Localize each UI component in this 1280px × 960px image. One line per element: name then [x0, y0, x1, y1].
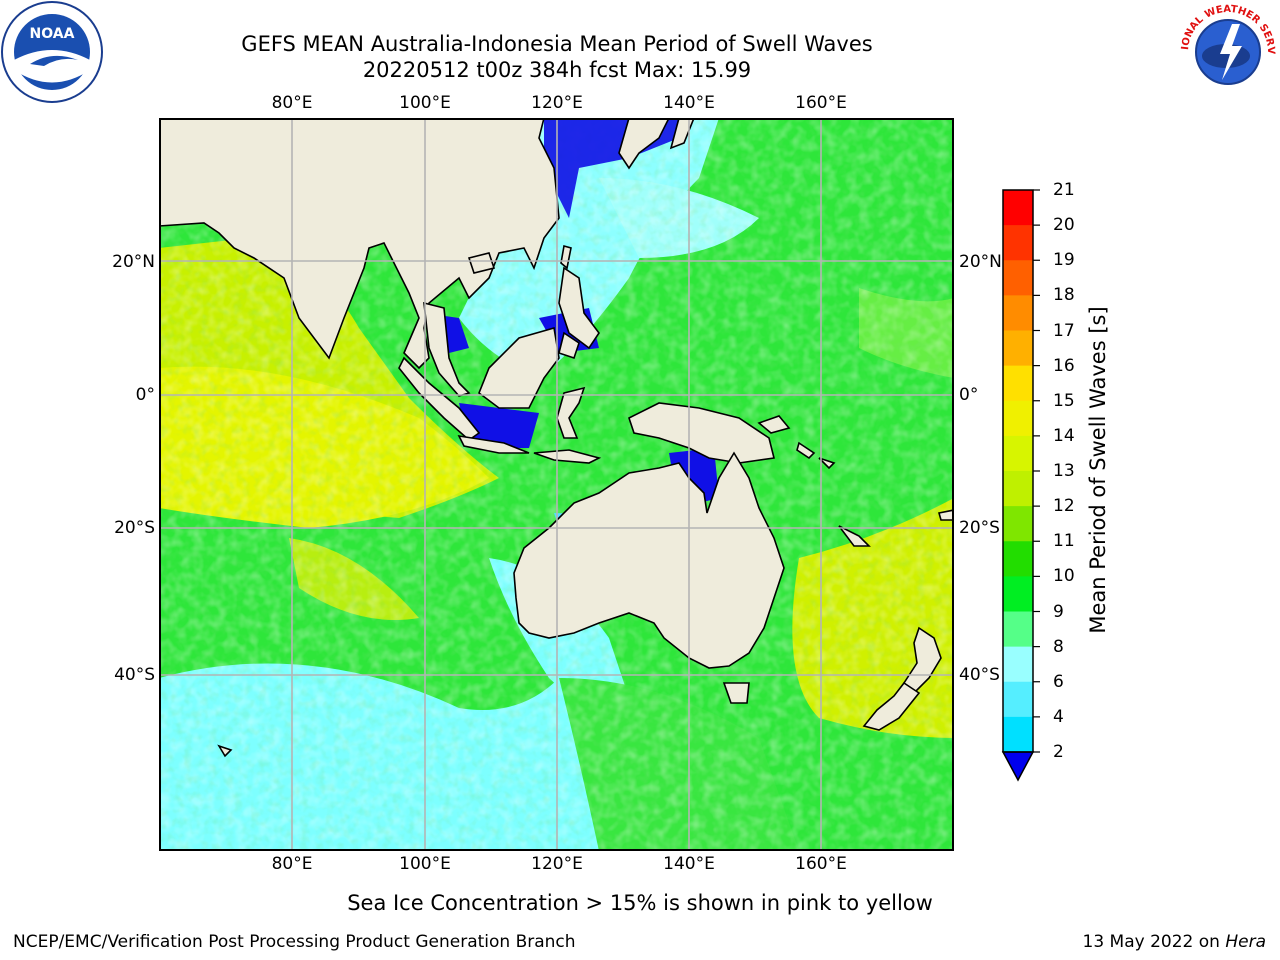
- chart-subtitle: 20220512 t00z 384h fcst Max: 15.99: [362, 58, 752, 82]
- nws-logo-icon: NATIONAL WEATHER SERVICE: [1176, 0, 1278, 102]
- colorbar-segment: [1003, 506, 1033, 542]
- colorbar-tick-label: 12: [1053, 496, 1075, 517]
- colorbar-tick-label: 8: [1053, 636, 1064, 657]
- lon-label-bottom: 100°E: [399, 854, 451, 874]
- colorbar-segment: [1003, 541, 1033, 577]
- lon-label-bottom: 80°E: [271, 854, 313, 874]
- lat-label-right: 40°S: [959, 665, 1000, 685]
- footer-date-text: 13 May 2022 on: [1082, 932, 1226, 952]
- lon-label-top: 120°E: [531, 93, 583, 113]
- lat-label-left: 40°S: [114, 665, 155, 685]
- swell-period-map: [159, 118, 954, 851]
- colorbar-segment: [1003, 365, 1033, 402]
- colorbar-segment: [1003, 435, 1033, 472]
- colorbar-under-arrow: [1001, 751, 1035, 782]
- colorbar-tick-label: 11: [1053, 531, 1075, 552]
- colorbar-tick-label: 17: [1053, 320, 1075, 341]
- footer-date: 13 May 2022 on Hera: [1083, 932, 1267, 952]
- colorbar-segment: [1003, 190, 1033, 226]
- colorbar: [1001, 189, 1040, 782]
- lat-label-right: 20°S: [959, 518, 1000, 538]
- colorbar-segment: [1003, 260, 1033, 296]
- chart-title: GEFS MEAN Australia-Indonesia Mean Perio…: [241, 32, 873, 56]
- colorbar-tick-label: 15: [1053, 390, 1075, 411]
- colorbar-segment: [1003, 400, 1033, 437]
- colorbar-segment: [1003, 330, 1033, 367]
- colorbar-tick-label: 9: [1053, 601, 1064, 622]
- colorbar-segment: [1003, 471, 1033, 507]
- colorbar-segment: [1003, 295, 1033, 331]
- colorbar-segment: [1003, 716, 1033, 753]
- lat-label-right: 20°N: [959, 252, 1002, 272]
- lon-label-bottom: 160°E: [795, 854, 847, 874]
- colorbar-segment: [1003, 576, 1033, 612]
- colorbar-segment: [1003, 646, 1033, 683]
- colorbar-segments: [1003, 190, 1033, 753]
- colorbar-tick-label: 2: [1053, 742, 1064, 762]
- sea-ice-note: Sea Ice Concentration > 15% is shown in …: [347, 891, 933, 915]
- colorbar-tick-label: 6: [1053, 671, 1064, 692]
- lat-label-left: 20°S: [114, 518, 155, 538]
- colorbar-tick-label: 19: [1053, 250, 1075, 271]
- colorbar-tick-label: 18: [1053, 285, 1075, 306]
- colorbar-label: Mean Period of Swell Waves [s]: [1086, 306, 1110, 634]
- lon-label-bottom: 120°E: [531, 854, 583, 874]
- lon-label-top: 80°E: [271, 93, 313, 113]
- lat-label-right: 0°: [959, 385, 979, 405]
- lat-label-left: 20°N: [112, 252, 155, 272]
- colorbar-tick-label: 4: [1053, 706, 1064, 727]
- colorbar-tick-label: 14: [1053, 425, 1075, 446]
- lon-label-top: 100°E: [399, 93, 451, 113]
- colorbar-tick-label: 16: [1053, 355, 1075, 376]
- lon-label-top: 140°E: [663, 93, 715, 113]
- graticule: [159, 118, 954, 851]
- landmasses: [159, 118, 954, 758]
- colorbar-tick-label: 20: [1053, 215, 1075, 236]
- colorbar-segment: [1003, 225, 1033, 261]
- footer-credit: NCEP/EMC/Verification Post Processing Pr…: [13, 932, 576, 952]
- colorbar-tick-label: 13: [1053, 461, 1075, 481]
- lon-label-bottom: 140°E: [663, 854, 715, 874]
- noaa-logo-icon: NOAA: [1, 1, 103, 103]
- lat-label-left: 0°: [135, 385, 155, 405]
- map-frame: [159, 118, 954, 851]
- colorbar-segment: [1003, 681, 1033, 718]
- colorbar-segment: [1003, 611, 1033, 648]
- noaa-logo-text: NOAA: [30, 26, 75, 42]
- footer-machine: Hera: [1225, 932, 1266, 952]
- colorbar-tick-label: 21: [1053, 180, 1075, 200]
- colorbar-tick-label: 10: [1053, 566, 1075, 587]
- lon-label-top: 160°E: [795, 93, 847, 113]
